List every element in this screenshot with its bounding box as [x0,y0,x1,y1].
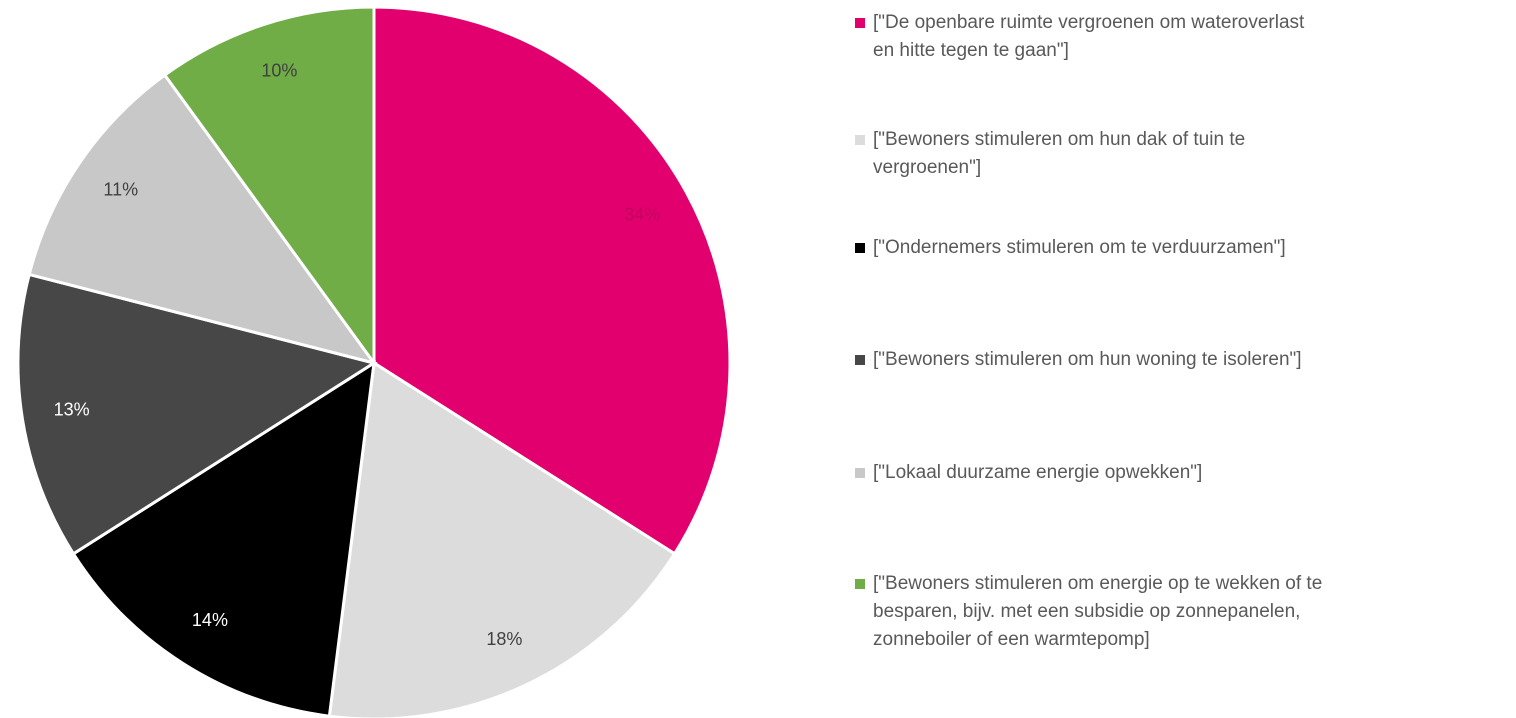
legend-swatch [855,579,865,589]
data-label: 10% [261,61,297,81]
data-label: 18% [486,629,522,649]
legend-item: ["Lokaal duurzame energie opwekken"] [855,459,1325,487]
pie-slice [162,5,376,368]
legend-label: ["Ondernemers stimuleren om te verduurza… [873,237,1286,258]
legend-swatch [855,355,865,365]
pie-slice [27,72,378,366]
legend-label: ["Bewoners stimuleren om hun dak of tuin… [873,129,1246,178]
legend-label: ["Lokaal duurzame energie opwekken"] [873,462,1203,483]
pie-slice [71,360,376,718]
pie-chart: 34% 18% 14% 13% 11% 10% [16,5,732,718]
legend-swatch [855,243,865,253]
pie-slice [327,360,677,718]
legend-label: ["Bewoners stimuleren om energie op te w… [873,573,1323,650]
legend-label: ["De openbare ruimte vergroenen om water… [873,12,1305,61]
legend-swatch [855,135,865,145]
data-label: 13% [54,400,90,420]
legend-item: ["Ondernemers stimuleren om te verduurza… [855,234,1325,262]
data-label: 34% [624,204,660,224]
data-label: 14% [192,610,228,630]
legend-item: ["Bewoners stimuleren om energie op te w… [855,570,1325,654]
legend-swatch [855,468,865,478]
pie-slice [372,5,732,556]
legend-item: ["Bewoners stimuleren om hun woning te i… [855,346,1325,374]
data-label: 11% [103,180,138,200]
legend-label: ["Bewoners stimuleren om hun woning te i… [873,349,1302,370]
legend-item: ["Bewoners stimuleren om hun dak of tuin… [855,126,1325,182]
legend-item: ["De openbare ruimte vergroenen om water… [855,9,1325,65]
pie-slice [16,272,378,556]
legend-swatch [855,18,865,28]
